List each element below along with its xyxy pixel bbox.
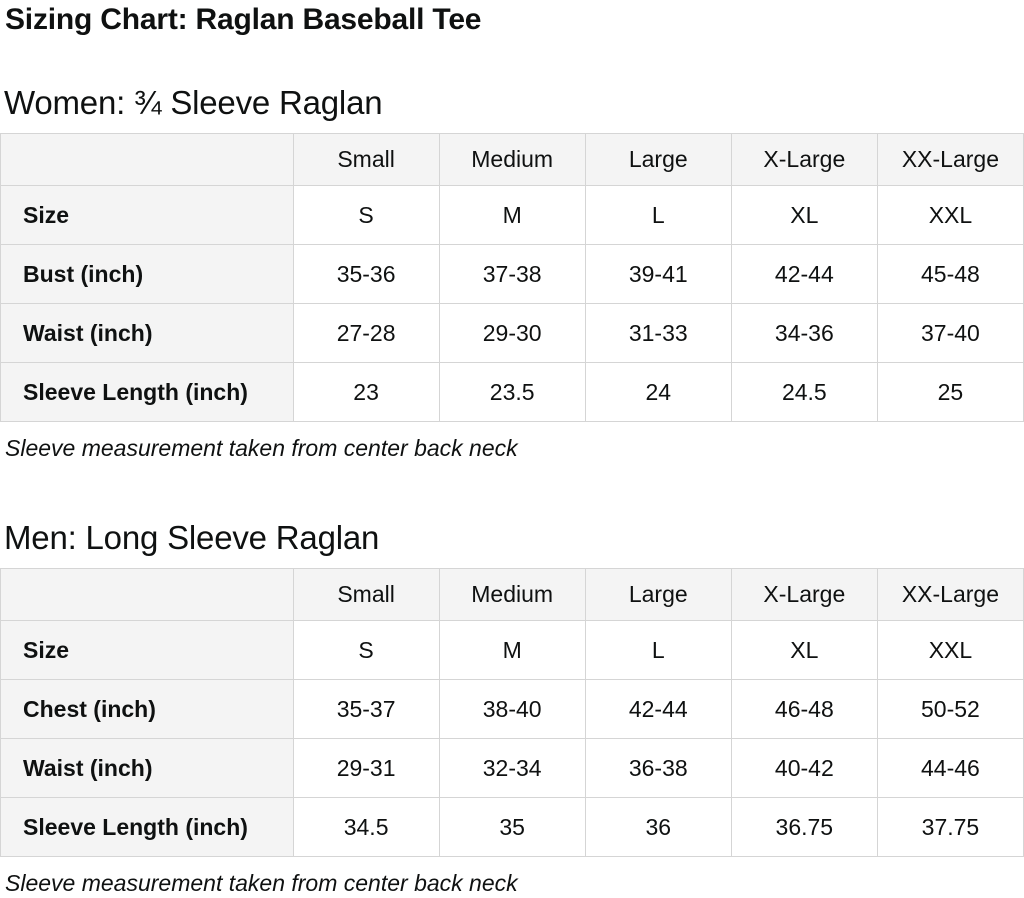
men-sizing-table: Small Medium Large X-Large XX-Large Size… xyxy=(0,568,1024,857)
table-cell: 32-34 xyxy=(438,738,586,798)
row-label-size: Size xyxy=(0,185,294,245)
table-cell: 24.5 xyxy=(730,362,878,422)
table-cell: 36 xyxy=(584,797,732,857)
table-cell: 46-48 xyxy=(730,679,878,739)
women-sizing-section: Women: ¾ Sleeve Raglan Small Medium Larg… xyxy=(0,84,1024,461)
women-sizing-table: Small Medium Large X-Large XX-Large Size… xyxy=(0,133,1024,422)
table-header-row: Small Medium Large X-Large XX-Large xyxy=(0,133,1024,186)
corner-cell xyxy=(0,133,294,186)
sleeve-measurement-note: Sleeve measurement taken from center bac… xyxy=(5,435,518,461)
page-title: Sizing Chart: Raglan Baseball Tee xyxy=(5,3,482,36)
table-cell: 50-52 xyxy=(876,679,1024,739)
table-cell: 31-33 xyxy=(584,303,732,363)
column-header-medium: Medium xyxy=(438,568,586,621)
table-row: Size S M L XL XXL xyxy=(0,620,1024,680)
table-cell: 24 xyxy=(584,362,732,422)
table-cell: XXL xyxy=(876,620,1024,680)
row-label-bust: Bust (inch) xyxy=(0,244,294,304)
row-label-waist: Waist (inch) xyxy=(0,303,294,363)
table-cell: 45-48 xyxy=(876,244,1024,304)
table-cell: 25 xyxy=(876,362,1024,422)
table-row: Waist (inch) 27-28 29-30 31-33 34-36 37-… xyxy=(0,303,1024,363)
table-cell: M xyxy=(438,185,586,245)
column-header-x-large: X-Large xyxy=(730,133,878,186)
corner-cell xyxy=(0,568,294,621)
table-cell: 35-36 xyxy=(292,244,440,304)
men-sizing-section: Men: Long Sleeve Raglan Small Medium Lar… xyxy=(0,519,1024,896)
table-cell: 37.75 xyxy=(876,797,1024,857)
table-row: Chest (inch) 35-37 38-40 42-44 46-48 50-… xyxy=(0,679,1024,739)
table-row: Bust (inch) 35-36 37-38 39-41 42-44 45-4… xyxy=(0,244,1024,304)
table-cell: 44-46 xyxy=(876,738,1024,798)
column-header-xx-large: XX-Large xyxy=(876,568,1024,621)
table-cell: 39-41 xyxy=(584,244,732,304)
table-cell: 36-38 xyxy=(584,738,732,798)
table-cell: 42-44 xyxy=(584,679,732,739)
sleeve-measurement-note: Sleeve measurement taken from center bac… xyxy=(5,870,518,896)
table-cell: M xyxy=(438,620,586,680)
women-section-heading: Women: ¾ Sleeve Raglan xyxy=(4,84,383,121)
row-label-waist: Waist (inch) xyxy=(0,738,294,798)
column-header-small: Small xyxy=(292,133,440,186)
table-header-row: Small Medium Large X-Large XX-Large xyxy=(0,568,1024,621)
column-header-large: Large xyxy=(584,568,732,621)
table-row: Waist (inch) 29-31 32-34 36-38 40-42 44-… xyxy=(0,738,1024,798)
table-cell: XL xyxy=(730,185,878,245)
row-label-chest: Chest (inch) xyxy=(0,679,294,739)
table-cell: 40-42 xyxy=(730,738,878,798)
table-cell: S xyxy=(292,185,440,245)
table-cell: 34.5 xyxy=(292,797,440,857)
column-header-small: Small xyxy=(292,568,440,621)
table-cell: S xyxy=(292,620,440,680)
table-cell: 35 xyxy=(438,797,586,857)
column-header-xx-large: XX-Large xyxy=(876,133,1024,186)
column-header-x-large: X-Large xyxy=(730,568,878,621)
table-cell: 23.5 xyxy=(438,362,586,422)
table-cell: L xyxy=(584,620,732,680)
table-cell: XXL xyxy=(876,185,1024,245)
row-label-size: Size xyxy=(0,620,294,680)
column-header-large: Large xyxy=(584,133,732,186)
table-cell: 42-44 xyxy=(730,244,878,304)
men-section-heading: Men: Long Sleeve Raglan xyxy=(4,519,380,556)
table-cell: 27-28 xyxy=(292,303,440,363)
table-cell: XL xyxy=(730,620,878,680)
table-cell: 37-38 xyxy=(438,244,586,304)
table-cell: 23 xyxy=(292,362,440,422)
column-header-medium: Medium xyxy=(438,133,586,186)
table-row: Sleeve Length (inch) 23 23.5 24 24.5 25 xyxy=(0,362,1024,422)
table-cell: 38-40 xyxy=(438,679,586,739)
table-row: Size S M L XL XXL xyxy=(0,185,1024,245)
table-row: Sleeve Length (inch) 34.5 35 36 36.75 37… xyxy=(0,797,1024,857)
table-cell: L xyxy=(584,185,732,245)
row-label-sleeve-length: Sleeve Length (inch) xyxy=(0,362,294,422)
table-cell: 34-36 xyxy=(730,303,878,363)
table-cell: 37-40 xyxy=(876,303,1024,363)
row-label-sleeve-length: Sleeve Length (inch) xyxy=(0,797,294,857)
table-cell: 35-37 xyxy=(292,679,440,739)
table-cell: 29-30 xyxy=(438,303,586,363)
table-cell: 36.75 xyxy=(730,797,878,857)
table-cell: 29-31 xyxy=(292,738,440,798)
